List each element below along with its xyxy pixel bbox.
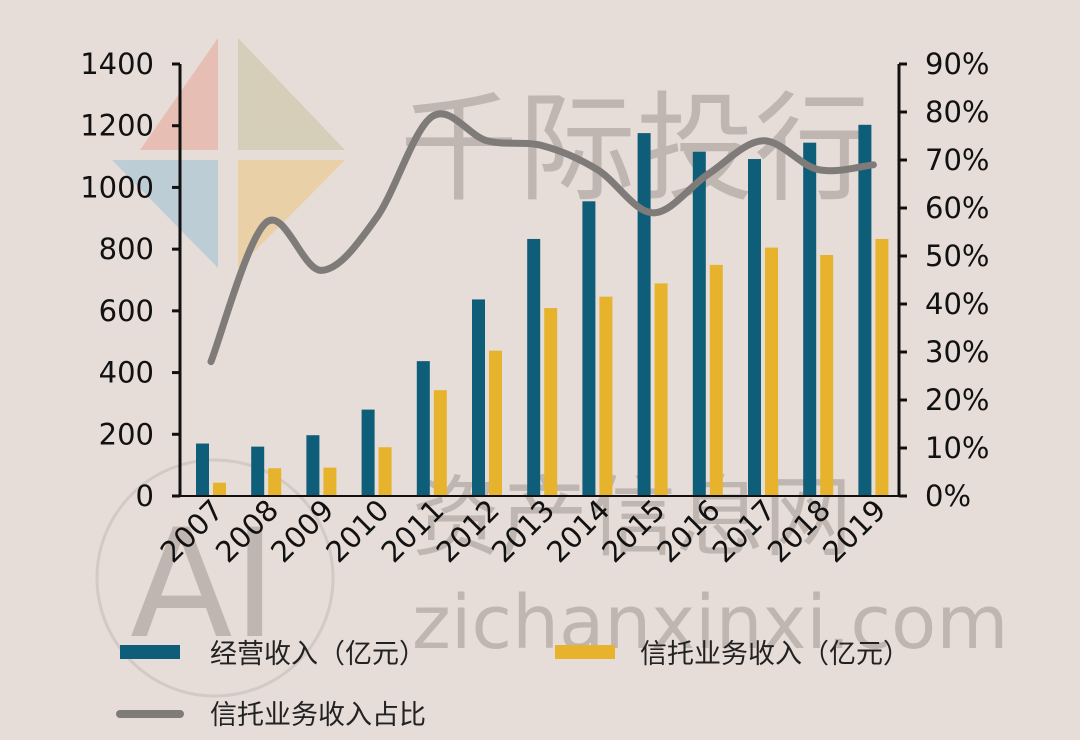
ratio-line xyxy=(207,110,877,366)
bar-revenue-2019 xyxy=(858,124,872,496)
right-tick-label: 90% xyxy=(925,47,989,81)
watermark-url: zichanxinxi.com xyxy=(412,580,1008,666)
bar-trust-revenue-2018 xyxy=(820,255,834,496)
legend-label-trust-revenue: 信托业务收入（亿元） xyxy=(640,639,910,670)
legend: 经营收入（亿元） 信托业务收入（亿元） 信托业务收入占比 xyxy=(116,639,910,731)
legend-label-revenue: 经营收入（亿元） xyxy=(210,639,426,670)
left-tick-label: 1000 xyxy=(80,170,154,204)
bar-trust-revenue-2015 xyxy=(654,283,668,496)
left-tick-label: 800 xyxy=(99,232,154,266)
left-tick-label: 0 xyxy=(136,479,154,513)
bar-trust-revenue-2019 xyxy=(875,238,889,496)
bar-revenue-2012 xyxy=(472,299,485,496)
right-tick-label: 80% xyxy=(925,95,989,129)
bar-revenue-2011 xyxy=(416,361,430,496)
bar-revenue-2009 xyxy=(306,435,320,496)
right-tick-label: 40% xyxy=(925,287,989,321)
left-tick-label: 1400 xyxy=(80,47,154,81)
bar-trust-revenue-2008 xyxy=(268,468,282,496)
watermark: 千际投行 资产信息网 zichanxinxi.com AI xyxy=(95,38,1008,698)
right-tick-label: 30% xyxy=(925,335,989,369)
bar-revenue-2010 xyxy=(361,409,375,496)
left-tick-label: 400 xyxy=(99,356,154,390)
bar-revenue-2008 xyxy=(251,446,265,496)
legend-swatch-trust-revenue xyxy=(555,645,615,659)
legend-label-ratio: 信托业务收入占比 xyxy=(210,700,426,731)
bar-trust-revenue-2011 xyxy=(433,390,447,496)
bar-trust-revenue-2009 xyxy=(323,467,337,496)
watermark-logo-letters: AI xyxy=(130,498,277,672)
watermark-seal xyxy=(95,458,335,698)
bar-trust-revenue-2012 xyxy=(489,350,502,496)
bar-revenue-2017 xyxy=(748,159,761,497)
right-tick-label: 50% xyxy=(925,239,989,273)
bar-trust-revenue-2016 xyxy=(709,264,723,496)
right-tick-label: 20% xyxy=(925,383,989,417)
bar-trust-revenue-2010 xyxy=(378,447,392,496)
bar-trust-revenue-2017 xyxy=(765,247,778,496)
bar-revenue-2015 xyxy=(637,133,651,496)
left-tick-label: 1200 xyxy=(80,109,154,143)
right-axis-ticks: 0% 10% 20% 30% 40% 50% 60% 70% 80% 90% xyxy=(899,47,989,513)
bar-revenue-2014 xyxy=(582,201,596,497)
bar-revenue-2016 xyxy=(692,151,706,497)
left-tick-label: 600 xyxy=(99,294,154,328)
watermark-site: 资产信息网 xyxy=(412,466,852,569)
right-tick-label: 0% xyxy=(925,479,971,513)
line-layer xyxy=(207,110,877,366)
left-tick-label: 200 xyxy=(99,417,154,451)
bar-revenue-2013 xyxy=(527,238,541,496)
left-axis-ticks: 0 200 400 600 800 1000 1200 1400 xyxy=(80,47,180,513)
right-tick-label: 10% xyxy=(925,431,989,465)
legend-swatch-revenue xyxy=(120,645,180,659)
bar-trust-revenue-2014 xyxy=(599,296,613,496)
watermark-brand: 千际投行 xyxy=(400,80,872,218)
bars-layer xyxy=(196,124,889,497)
bar-trust-revenue-2007 xyxy=(213,482,226,496)
x-tick-label: 2010 xyxy=(319,493,395,569)
right-tick-label: 70% xyxy=(925,143,989,177)
bar-trust-revenue-2013 xyxy=(544,308,558,496)
bar-revenue-2007 xyxy=(196,443,209,496)
bar-revenue-2018 xyxy=(803,142,817,496)
logo-mark xyxy=(112,38,345,268)
right-tick-label: 60% xyxy=(925,191,989,225)
